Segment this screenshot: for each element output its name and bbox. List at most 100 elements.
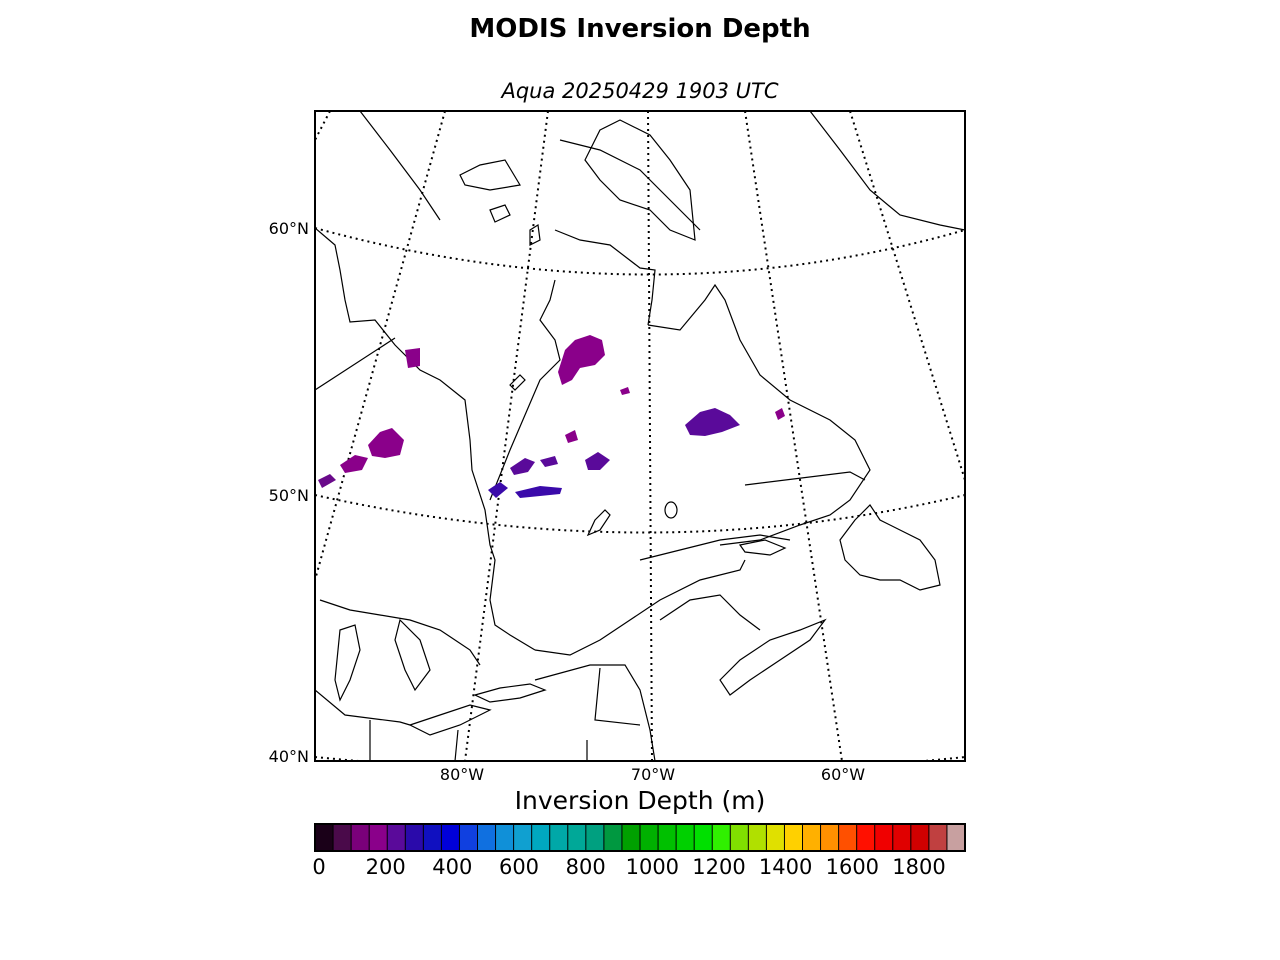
lon-line-70 xyxy=(647,111,653,761)
patch-james-bay-north xyxy=(558,335,605,385)
colorbar-swatch xyxy=(549,824,569,851)
colorbar-tick-label: 1400 xyxy=(758,855,813,879)
colorbar-tick-label: 1600 xyxy=(825,855,880,879)
colorbar-tick-label: 1000 xyxy=(625,855,680,879)
colorbar-tick-label: 600 xyxy=(498,855,540,879)
colorbar-swatch xyxy=(333,824,352,851)
hudson-bay-coast xyxy=(315,227,536,651)
ungava-east xyxy=(559,139,701,231)
lat-line-50 xyxy=(315,494,965,534)
colorbar-swatch xyxy=(387,824,406,851)
colorbar-swatch xyxy=(712,824,731,851)
lat-label-60: 60°N xyxy=(269,219,309,238)
colorbar-swatch xyxy=(369,824,388,851)
lat-label-50: 50°N xyxy=(269,486,309,505)
patch-hudson-west xyxy=(405,348,420,368)
belcher xyxy=(509,374,526,391)
newfoundland xyxy=(839,504,941,591)
graticule xyxy=(315,111,965,761)
james-bay-west xyxy=(489,279,561,501)
us-border-2 xyxy=(534,664,656,761)
colorbar-swatch xyxy=(315,824,334,851)
patch-labrador-east xyxy=(775,408,785,420)
colorbar-swatch xyxy=(351,824,370,851)
lake-michigan xyxy=(334,624,361,702)
colorbar xyxy=(314,823,966,852)
colorbar-swatch xyxy=(766,824,785,851)
new-brunswick xyxy=(659,594,761,631)
patch-small-2 xyxy=(620,387,630,395)
colorbar-tick-label: 200 xyxy=(365,855,406,879)
colorbar-swatch xyxy=(676,824,695,851)
colorbar-swatch xyxy=(495,824,515,851)
colorbar-swatch xyxy=(567,824,587,851)
colorbar-swatch xyxy=(748,824,767,851)
patch-central-1 xyxy=(510,458,535,475)
patch-small-1 xyxy=(565,430,578,443)
colorbar-swatch xyxy=(802,824,822,851)
colorbar-swatch xyxy=(928,824,948,851)
colorbar-swatch xyxy=(513,824,533,851)
colorbar-swatch xyxy=(658,824,677,851)
lake-st-john xyxy=(586,509,611,537)
colorbar-swatch xyxy=(459,824,478,851)
colorbar-tick-label: 1200 xyxy=(692,855,746,879)
ungava-coast xyxy=(554,229,656,326)
colorbar-swatch xyxy=(477,824,497,851)
colorbar-swatch xyxy=(694,824,713,851)
anticosti xyxy=(738,539,787,556)
lon-line-56 xyxy=(849,111,965,481)
colorbar-tick-label: 800 xyxy=(565,855,606,879)
colorbar-swatch xyxy=(441,824,460,851)
patch-central-2 xyxy=(540,456,558,467)
map-frame xyxy=(314,110,966,762)
lon-label-80: 80°W xyxy=(440,765,484,784)
coastlines xyxy=(315,111,965,761)
lon-line-78 xyxy=(464,111,549,761)
lon-line-80 xyxy=(315,111,446,581)
colorbar-tick-label: 400 xyxy=(432,855,473,879)
colorbar-swatch xyxy=(585,824,605,851)
colorbar-tick-label: 1800 xyxy=(892,855,946,879)
us-border-1 xyxy=(315,689,411,726)
patch-central-4 xyxy=(515,486,562,498)
patch-west-edge xyxy=(318,474,336,488)
colorbar-tick-label: 0 xyxy=(312,855,326,879)
colorbar-swatch xyxy=(730,824,749,851)
chart-subtitle: Aqua 20250429 1903 UTC xyxy=(501,79,779,103)
baffin-islands xyxy=(584,119,696,241)
colorbar-swatch xyxy=(784,824,803,851)
colorbar-swatch xyxy=(405,824,424,851)
lon-line-62 xyxy=(744,111,843,761)
map-area xyxy=(315,111,965,761)
patch-central-3 xyxy=(488,482,508,498)
patch-west-lower xyxy=(340,455,368,473)
chart-title: MODIS Inversion Depth xyxy=(469,14,811,44)
baffin-coast xyxy=(359,111,441,221)
nova-scotia xyxy=(719,618,827,696)
colorbar-swatch xyxy=(856,824,876,851)
lat-label-40: 40°N xyxy=(269,747,309,766)
lake-erie xyxy=(408,704,492,736)
manicouagan xyxy=(664,501,678,519)
colorbar-swatch xyxy=(820,824,840,851)
colorbar-swatch xyxy=(892,824,912,851)
colorbar-swatch xyxy=(910,824,930,851)
colorbar-swatch xyxy=(946,824,966,851)
colorbar-label: Inversion Depth (m) xyxy=(514,786,766,815)
st-lawrence xyxy=(534,559,746,656)
colorbar-swatch xyxy=(874,824,894,851)
labrador-coast xyxy=(647,283,871,546)
islands-north xyxy=(459,159,541,246)
lat-line-60 xyxy=(315,227,965,276)
ontario-border xyxy=(315,337,396,391)
lon-label-70: 70°W xyxy=(631,765,675,784)
colorbar-swatch xyxy=(531,824,551,851)
us-state-lines xyxy=(369,667,641,761)
lake-ontario xyxy=(473,683,547,703)
greenland xyxy=(809,111,965,231)
gaspe xyxy=(639,534,791,561)
colorbar-swatch xyxy=(423,824,442,851)
patch-central-5 xyxy=(585,452,610,470)
